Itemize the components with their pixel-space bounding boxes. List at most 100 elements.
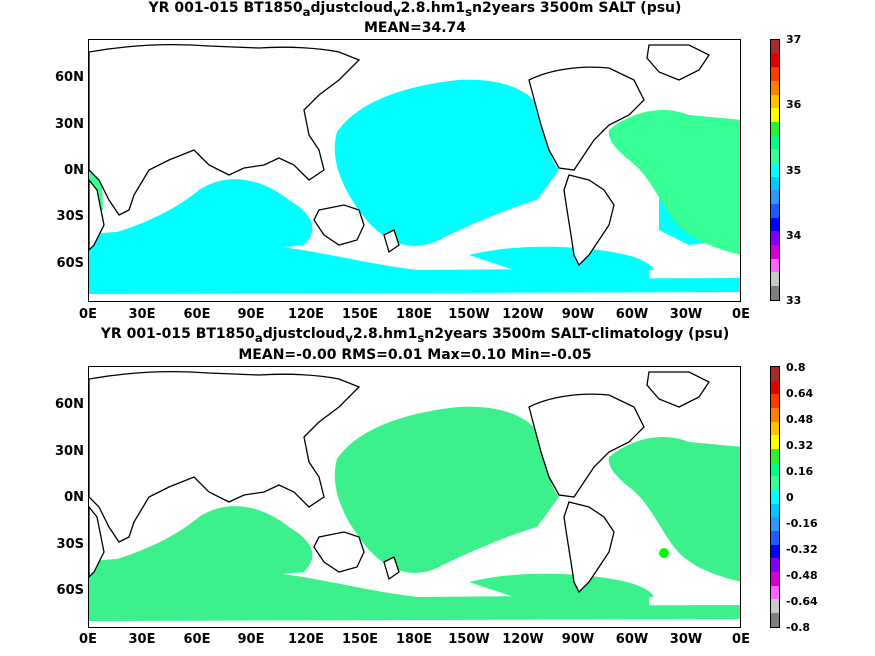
top-lon-label: 150W bbox=[448, 307, 490, 322]
top-colorbar-segment bbox=[771, 108, 779, 123]
top-colorbar-segment bbox=[771, 81, 779, 95]
top-colorbar-tick: 33 bbox=[786, 294, 802, 307]
bottom-ocean-fill bbox=[89, 406, 740, 621]
bottom-colorbar-tick: -0.48 bbox=[786, 569, 818, 582]
top-colorbar-segment bbox=[771, 286, 779, 300]
bottom-lat-label: 60N bbox=[55, 397, 84, 412]
top-lon-label: 60W bbox=[615, 307, 649, 322]
top-colorbar-segment bbox=[771, 122, 779, 136]
top-lon-label: 180E bbox=[395, 307, 433, 322]
bottom-colorbar-tick: 0.32 bbox=[786, 439, 814, 452]
bottom-colorbar-tick: 0.64 bbox=[786, 387, 814, 400]
bottom-colorbar-segment bbox=[771, 462, 779, 477]
top-colorbar-segment bbox=[771, 149, 779, 164]
bottom-colorbar-segment bbox=[771, 544, 779, 559]
bottom-colorbar-tick: 0 bbox=[786, 491, 794, 504]
bottom-lat-label: 30N bbox=[55, 444, 84, 459]
top-lon-label: 30W bbox=[669, 307, 703, 322]
top-lon-label: 90W bbox=[561, 307, 595, 322]
bottom-lon-label: 120E bbox=[287, 632, 325, 647]
bottom-colorbar-tick: 0.8 bbox=[786, 361, 806, 374]
top-lon-label: 0E bbox=[79, 307, 97, 322]
bottom-lon-label: 150W bbox=[448, 632, 490, 647]
bottom-lon-label: 90E bbox=[237, 632, 265, 647]
top-lon-label: 60E bbox=[183, 307, 211, 322]
top-ocean-fill bbox=[89, 79, 740, 294]
top-colorbar-segment bbox=[771, 245, 779, 259]
top-lat-label: 60S bbox=[56, 256, 84, 271]
top-lat-label: 30S bbox=[56, 209, 84, 224]
bottom-colorbar-segment bbox=[771, 394, 779, 409]
bottom-colorbar-segment bbox=[771, 367, 779, 381]
top-colorbar-tick: 36 bbox=[786, 98, 802, 111]
top-lon-label: 120E bbox=[287, 307, 325, 322]
top-mean-label: MEAN=34.74 bbox=[363, 20, 467, 36]
bottom-lat-label: 30S bbox=[56, 537, 84, 552]
bottom-map-svg bbox=[89, 371, 740, 621]
top-lat-label: 60N bbox=[55, 70, 84, 85]
bottom-lon-label: 0E bbox=[79, 632, 97, 647]
top-lon-label: 120W bbox=[502, 307, 544, 322]
bottom-colorbar-segment bbox=[771, 435, 779, 450]
bottom-accent-patch bbox=[659, 548, 669, 558]
bottom-difference-map bbox=[88, 366, 741, 628]
bottom-colorbar-segment bbox=[771, 572, 779, 586]
top-lon-label: 90E bbox=[237, 307, 265, 322]
bottom-lon-label: 30E bbox=[128, 632, 156, 647]
top-colorbar-segment bbox=[771, 272, 779, 287]
top-colorbar-tick: 34 bbox=[786, 229, 802, 242]
bottom-colorbar-tick: -0.32 bbox=[786, 543, 818, 556]
top-colorbar-segment bbox=[771, 67, 779, 82]
top-colorbar-segment bbox=[771, 217, 779, 232]
bottom-colorbar-segment bbox=[771, 476, 779, 491]
top-lon-label: 150E bbox=[341, 307, 379, 322]
bottom-colorbar-tick: -0.64 bbox=[786, 595, 818, 608]
top-coastlines bbox=[89, 44, 710, 267]
bottom-colorbar-tick: -0.8 bbox=[786, 621, 811, 634]
top-colorbar-segment bbox=[771, 40, 779, 54]
bottom-lat-label: 60S bbox=[56, 583, 84, 598]
bottom-colorbar bbox=[770, 366, 780, 628]
bottom-lat-label: 0N bbox=[64, 490, 84, 505]
bottom-lon-label: 30W bbox=[669, 632, 703, 647]
bottom-colorbar-segment bbox=[771, 380, 779, 395]
top-colorbar-tick: 35 bbox=[786, 164, 802, 177]
top-lon-label: 30E bbox=[128, 307, 156, 322]
bottom-lon-label: 60E bbox=[183, 632, 211, 647]
top-colorbar-tick: 37 bbox=[786, 33, 802, 46]
top-map-svg bbox=[89, 44, 740, 294]
top-lon-label: 0E bbox=[732, 307, 750, 322]
bottom-colorbar-segment bbox=[771, 503, 779, 518]
top-title: YR 001-015 BT1850adjustcloudv2.8.hm1sn2y… bbox=[148, 0, 682, 19]
bottom-lon-label: 180E bbox=[395, 632, 433, 647]
top-colorbar-segment bbox=[771, 231, 779, 246]
bottom-coastlines bbox=[89, 371, 710, 594]
top-colorbar-segment bbox=[771, 135, 779, 150]
bottom-colorbar-segment bbox=[771, 599, 779, 614]
top-colorbar-segment bbox=[771, 163, 779, 177]
bottom-stats-label: MEAN=-0.00 RMS=0.01 Max=0.10 Min=-0.05 bbox=[238, 347, 592, 363]
bottom-colorbar-segment bbox=[771, 490, 779, 504]
bottom-colorbar-segment bbox=[771, 408, 779, 422]
top-colorbar bbox=[770, 39, 780, 301]
bottom-colorbar-segment bbox=[771, 421, 779, 436]
top-colorbar-segment bbox=[771, 258, 779, 273]
bottom-title: YR 001-015 BT1850adjustcloudv2.8.hm1sn2y… bbox=[100, 326, 730, 345]
top-lat-label: 0N bbox=[64, 163, 84, 178]
top-salinity-map bbox=[88, 39, 741, 302]
bottom-lon-label: 120W bbox=[502, 632, 544, 647]
bottom-lon-label: 90W bbox=[561, 632, 595, 647]
top-colorbar-segment bbox=[771, 176, 779, 191]
bottom-colorbar-segment bbox=[771, 558, 779, 573]
bottom-colorbar-tick: 0.16 bbox=[786, 465, 814, 478]
bottom-lon-label: 0E bbox=[732, 632, 750, 647]
bottom-colorbar-tick: -0.16 bbox=[786, 517, 818, 530]
bottom-lon-label: 150E bbox=[341, 632, 379, 647]
bottom-colorbar-segment bbox=[771, 449, 779, 463]
bottom-colorbar-tick: 0.48 bbox=[786, 413, 814, 426]
top-colorbar-segment bbox=[771, 53, 779, 68]
bottom-colorbar-segment bbox=[771, 517, 779, 532]
top-colorbar-segment bbox=[771, 190, 779, 205]
bottom-colorbar-segment bbox=[771, 585, 779, 600]
bottom-colorbar-segment bbox=[771, 613, 779, 627]
